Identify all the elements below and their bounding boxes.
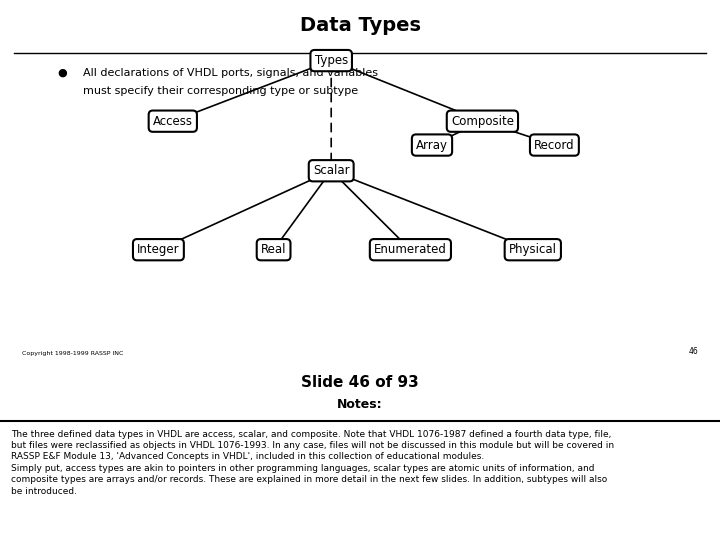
Text: must specify their corresponding type or subtype: must specify their corresponding type or… <box>83 86 358 96</box>
Text: The three defined data types in VHDL are access, scalar, and composite. Note tha: The three defined data types in VHDL are… <box>11 429 614 496</box>
Text: Physical: Physical <box>509 243 557 256</box>
Text: All declarations of VHDL ports, signals, and variables: All declarations of VHDL ports, signals,… <box>83 68 378 78</box>
Text: Notes:: Notes: <box>337 399 383 411</box>
Text: Copyright 1998-1999 RASSP INC: Copyright 1998-1999 RASSP INC <box>22 351 123 356</box>
Text: Composite: Composite <box>451 114 514 127</box>
Text: 46: 46 <box>688 347 698 356</box>
Text: Array: Array <box>416 139 448 152</box>
Text: Real: Real <box>261 243 287 256</box>
Text: Integer: Integer <box>137 243 180 256</box>
Text: Slide 46 of 93: Slide 46 of 93 <box>301 375 419 390</box>
Text: Data Types: Data Types <box>300 16 420 35</box>
Text: Types: Types <box>315 54 348 67</box>
Text: ●: ● <box>58 68 68 78</box>
Text: Enumerated: Enumerated <box>374 243 447 256</box>
Text: Scalar: Scalar <box>313 164 349 177</box>
Text: Access: Access <box>153 114 193 127</box>
Text: Record: Record <box>534 139 575 152</box>
